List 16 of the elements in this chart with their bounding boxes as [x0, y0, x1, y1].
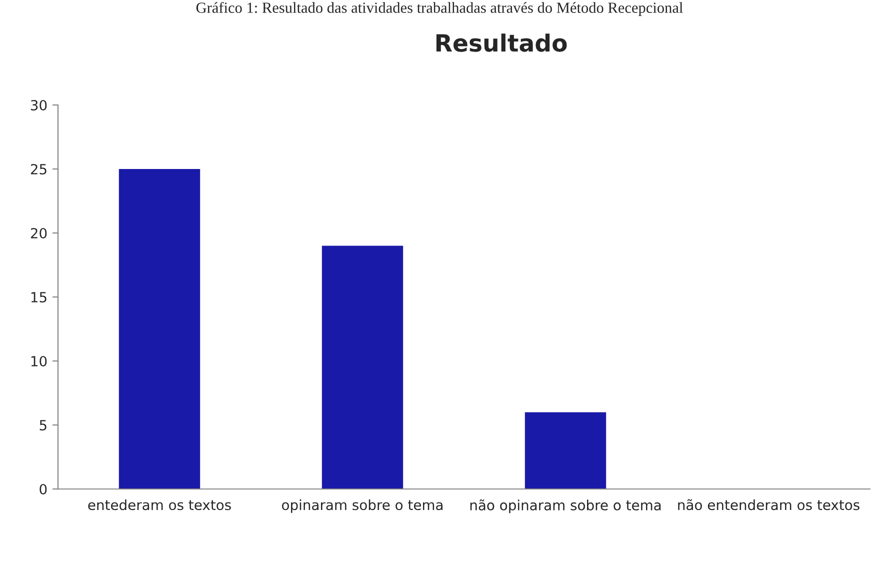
text: Gráfico 1: Resultado das atividades trabalhadas através do Método Recepcional	[196, 2, 683, 16]
y-tick-label: 15	[31, 292, 46, 302]
y-tick-label: 25	[30, 164, 46, 174]
chart-title: Resultado	[436, 34, 567, 52]
y-tick-label: 10	[31, 356, 47, 366]
x-tick-label: opinaram sobre o tema	[282, 499, 442, 513]
y-tick-label: 30	[30, 100, 47, 110]
y-tick-label: 0	[40, 484, 47, 494]
bar	[524, 412, 606, 489]
bar	[322, 246, 404, 489]
y-tick-label: 5	[40, 420, 46, 430]
x-tick-label: não opinaram sobre o tema	[470, 499, 661, 514]
bar	[118, 169, 200, 489]
x-tick-label: entederam os textos	[88, 499, 231, 510]
y-tick-label: 20	[30, 228, 47, 238]
x-tick-label: não entenderam os textos	[678, 499, 860, 510]
